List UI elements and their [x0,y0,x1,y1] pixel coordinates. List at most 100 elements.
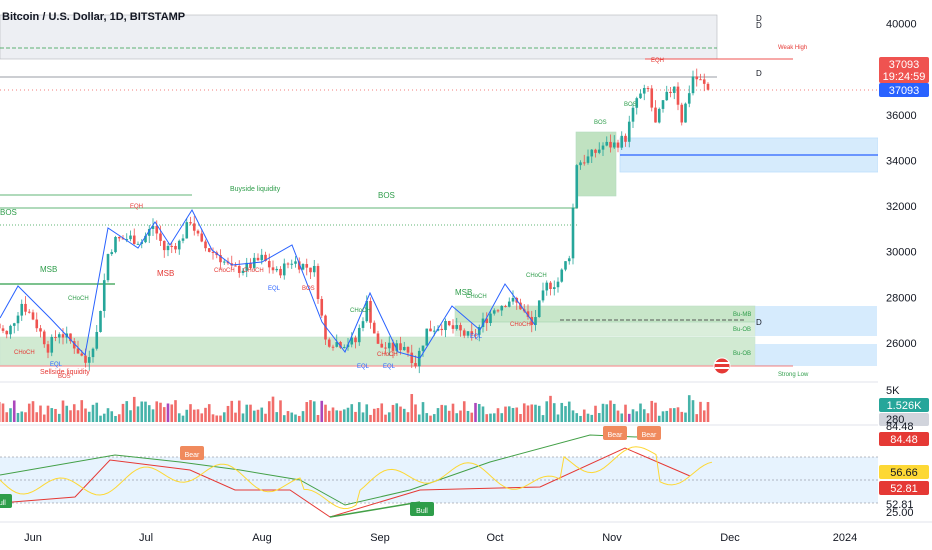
candle-body [99,310,102,332]
candle-body [399,343,402,351]
candle-body [391,342,395,351]
candle-body [87,357,91,363]
candle-body [335,342,339,347]
label-choch: CHoCH [510,322,531,328]
volume-bar [192,409,196,422]
candle-body [177,240,181,250]
volume-bar [20,411,24,422]
candle-body [417,350,421,367]
label-d: D [756,318,762,327]
volume-bar [357,402,361,422]
candle-body [474,334,477,336]
candle-body [496,310,500,312]
volume-bar [597,413,601,422]
y-tick-label: 28000 [886,292,917,304]
volume-bar [507,406,511,422]
volume-bar [219,415,222,422]
volume-bar [556,414,560,422]
candle-body [429,328,432,332]
x-tick-label: Dec [720,532,740,544]
candle-body [20,303,24,316]
candle-body [305,264,309,268]
volume-bar [46,405,50,422]
candle-body [42,331,46,345]
candle-body [350,337,354,345]
label-msb: MSB [455,288,472,297]
candle-body [155,225,159,234]
volume-bar [1,403,5,422]
volume-bar [684,412,687,422]
candle-body [459,325,462,331]
volume-bar [54,408,57,422]
candle-body [612,142,616,148]
candle-body [541,290,545,301]
volume-bar [699,401,702,422]
volume-bar [661,411,665,422]
candle-body [609,141,612,148]
volume-bar [102,413,106,422]
us-flag-stripe [715,362,729,364]
candle-body [316,265,320,299]
volume-bar [564,406,567,422]
volume-bar [117,414,121,422]
candle-body [245,262,249,271]
osc-tag-yellow-value: 56.66 [890,467,918,479]
candle-body [639,93,642,99]
candle-body [571,207,575,259]
volume-bar [646,413,650,422]
volume-bar [605,404,609,422]
volume-bar [95,402,99,422]
candle-body [174,245,177,250]
volume-bar [61,400,65,422]
candle-body [579,162,582,166]
bear-tag [637,426,661,440]
volume-tag2-value: 280 [886,414,904,426]
candle-body [582,162,586,164]
candle-body [466,331,470,336]
volume-bar [459,410,462,422]
bull-tag-label: Bull [0,500,6,507]
candle-body [624,135,627,142]
volume-bar [0,401,1,422]
candle-body [5,330,9,335]
candle-body [129,235,132,240]
y-tick-label: 40000 [886,19,917,31]
candle-body [117,236,121,239]
x-tick-label: Jul [139,532,153,544]
candle-body [219,255,222,263]
volume-bar [170,404,174,422]
volume-bar [342,409,346,422]
candle-body [196,230,200,234]
volume-bar [144,401,147,422]
bull-tag [410,502,434,516]
osc-red-line [0,447,691,518]
volume-bar [354,411,357,422]
candle-body [72,341,76,349]
volume-bar [455,413,459,422]
candle-body [676,86,680,105]
candle-body [534,317,537,325]
candle-body [189,222,192,224]
candle-body [185,222,189,239]
volume-bar [76,410,80,422]
candle-body [477,327,481,335]
candle-body [695,76,699,80]
osc-tick: 25.00 [886,507,914,519]
label-buyside: Buyside liquidity [230,186,281,193]
y-tick-label: 26000 [886,338,917,350]
label-bos: BOS [594,120,607,126]
candle-body [264,254,267,261]
volume-bar [504,406,507,422]
volume-bar [635,411,639,422]
label-sellside: Sellside liquidity [40,369,90,376]
x-tick-label: Nov [602,532,622,544]
candle-body [54,336,57,338]
volume-tag-value: 1.526K [887,400,923,412]
volume-bar [162,407,166,422]
candle-body [159,233,162,241]
volume-bar [391,404,395,422]
volume-bar [72,404,76,422]
candle-body [605,141,609,146]
volume-bar [560,402,564,422]
